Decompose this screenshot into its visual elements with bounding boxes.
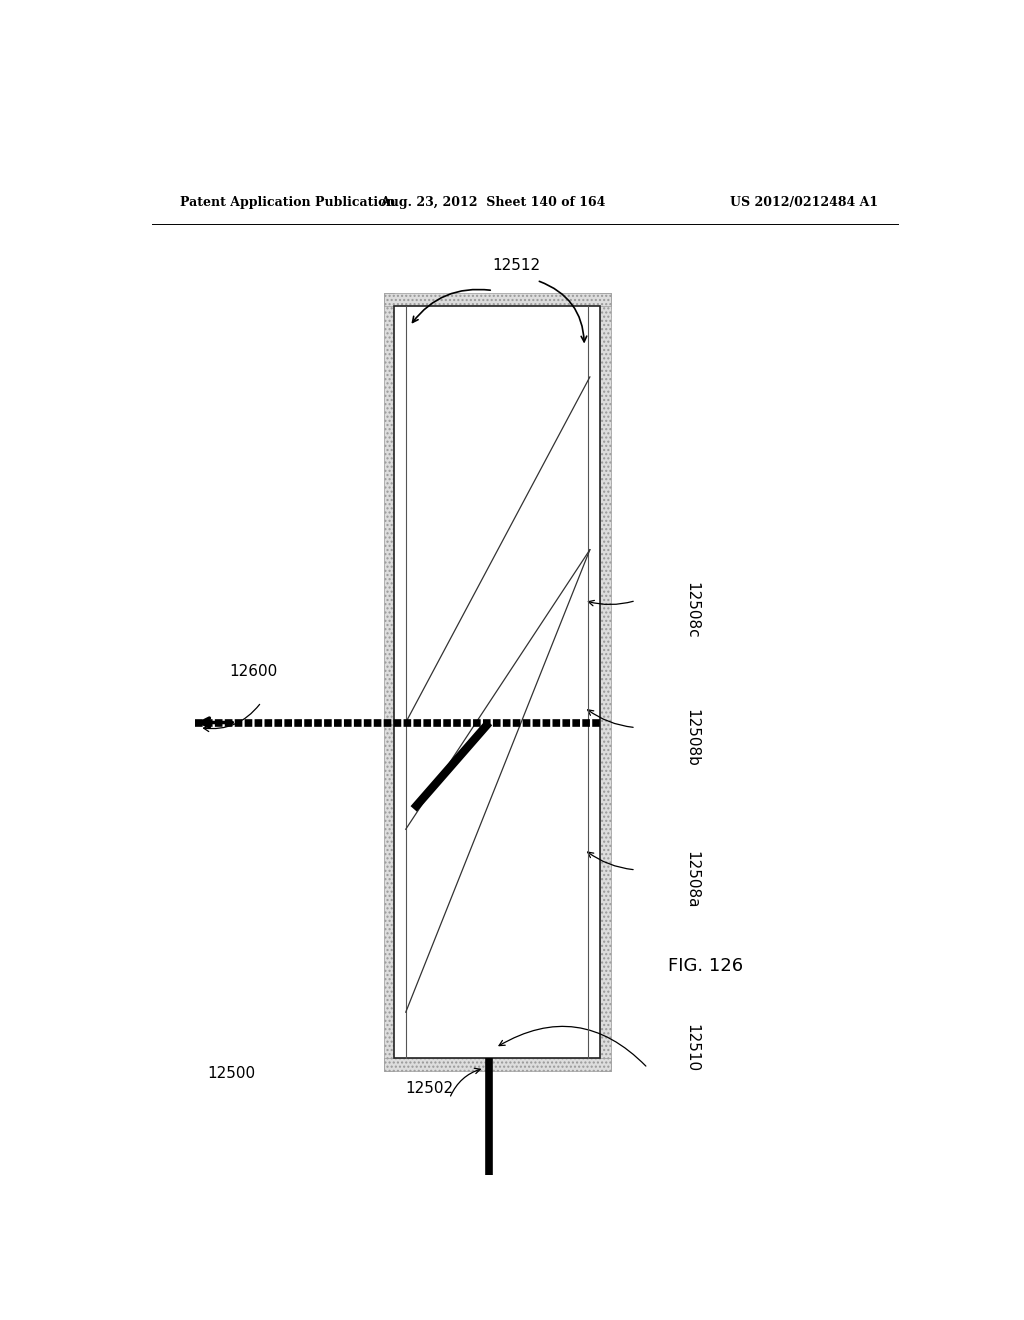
Text: 12500: 12500 bbox=[207, 1065, 255, 1081]
Text: Patent Application Publication: Patent Application Publication bbox=[179, 195, 395, 209]
Bar bbox=[384, 1057, 610, 1071]
Text: 12508b: 12508b bbox=[684, 709, 699, 767]
Text: 12600: 12600 bbox=[229, 664, 278, 680]
Bar bbox=[600, 293, 610, 1071]
Text: 12508a: 12508a bbox=[684, 851, 699, 908]
Bar bbox=[384, 293, 394, 1071]
Text: 12502: 12502 bbox=[406, 1081, 454, 1096]
Bar bbox=[394, 306, 600, 1057]
Text: US 2012/0212484 A1: US 2012/0212484 A1 bbox=[730, 195, 878, 209]
Text: 12510: 12510 bbox=[684, 1024, 699, 1072]
Text: FIG. 126: FIG. 126 bbox=[668, 957, 742, 975]
Text: 12512: 12512 bbox=[493, 257, 541, 273]
Text: Aug. 23, 2012  Sheet 140 of 164: Aug. 23, 2012 Sheet 140 of 164 bbox=[380, 195, 606, 209]
Text: 12508c: 12508c bbox=[684, 582, 699, 639]
Bar bbox=[384, 293, 610, 306]
